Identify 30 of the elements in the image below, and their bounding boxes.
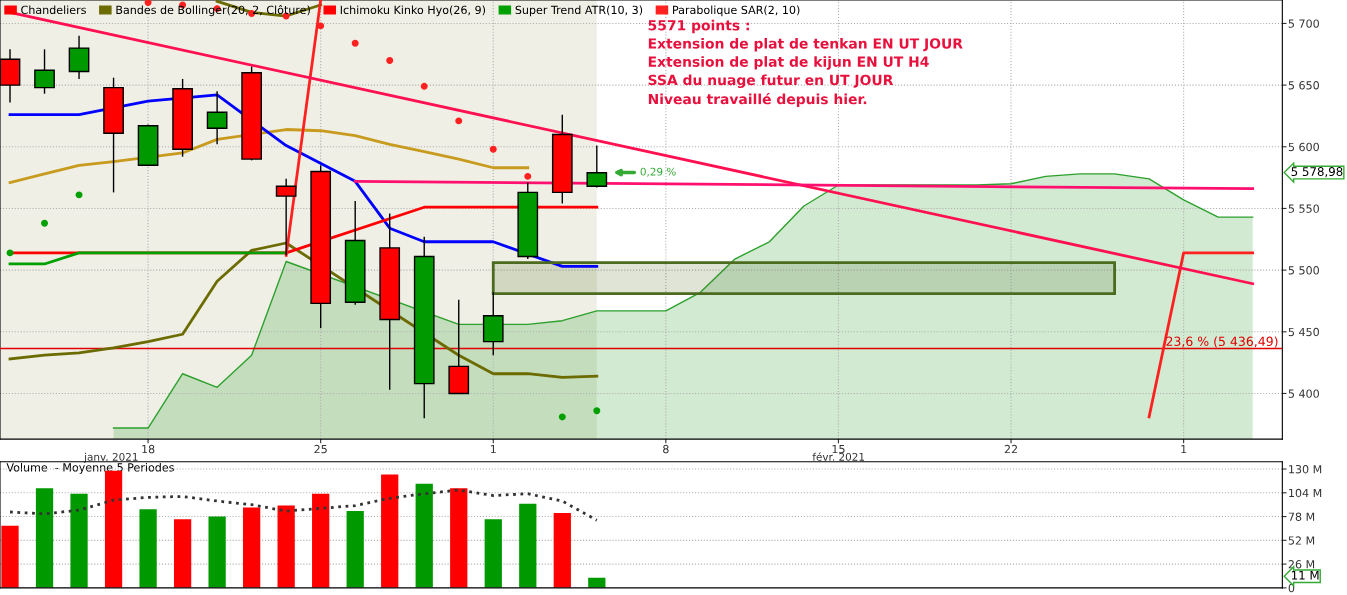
- x-tick-label: 8: [663, 444, 669, 454]
- y-tick-label: 26 M: [1288, 560, 1315, 569]
- y-tick-label: 52 M: [1288, 536, 1315, 545]
- y-tick-label: 78 M: [1288, 512, 1315, 521]
- annotation: janv. 2021: [83, 452, 138, 463]
- text: 11 M: [1291, 570, 1319, 580]
- y-tick-label: 5 550: [1288, 204, 1319, 213]
- legend-label: Chandeliers: [21, 5, 86, 15]
- text: 5 578,98: [1291, 167, 1343, 178]
- x-tick-label: 25: [314, 444, 327, 454]
- legend-label: Ichimoku Kinko Hyo(26, 9): [340, 5, 486, 17]
- x-tick-label: 1: [490, 445, 496, 454]
- x-tick-label: 18: [142, 444, 155, 454]
- y-tick-label: 5 600: [1288, 142, 1319, 152]
- annotation: 0,29 %: [640, 167, 676, 177]
- x-tick-label: 15: [832, 445, 845, 454]
- y-tick-label: 5 450: [1288, 327, 1319, 337]
- y-tick-label: 5 400: [1288, 389, 1319, 398]
- legend-label: Parabolique SAR(2, 10): [673, 5, 800, 17]
- y-tick-label: 5 650: [1288, 81, 1319, 90]
- y-tick-label: 5 700: [1288, 19, 1319, 28]
- legend-label: Super Trend ATR(10, 3): [515, 5, 643, 17]
- x-tick-label: 22: [1004, 444, 1017, 454]
- y-tick-label: 130 M: [1289, 465, 1322, 474]
- x-tick-label: 1: [1181, 445, 1187, 454]
- ref-line-label: 23,6 % (5 436,49): [1166, 336, 1278, 348]
- annotation: 5571 points : Extension de plat de tenkan EN UT JOUR Extension de plat de kijun EN UT H4 SSA du nuage futur en UT JOUR Niveau travaillé depuis hier.: [648, 19, 963, 107]
- y-tick-label: 5 500: [1288, 266, 1319, 275]
- text: févr. 2021: [812, 452, 865, 461]
- y-tick-label: 104 M: [1289, 488, 1322, 498]
